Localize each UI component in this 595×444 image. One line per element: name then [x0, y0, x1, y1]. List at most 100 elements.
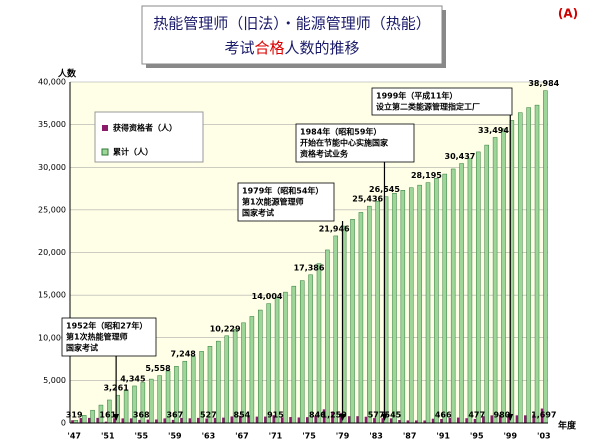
y-tick-label: 20,000 — [38, 248, 66, 257]
annotation-box — [237, 182, 335, 222]
bar — [350, 219, 355, 424]
bar — [297, 417, 301, 423]
bar — [498, 414, 502, 423]
legend-swatch — [102, 125, 108, 131]
bar — [375, 201, 380, 424]
title-part: 合格 — [254, 39, 284, 57]
bar — [146, 419, 150, 423]
bar — [222, 417, 225, 423]
annotation-text: 1952年（昭和27年） — [66, 321, 147, 331]
x-tick-label: '91 — [436, 432, 450, 441]
arrow-head — [507, 414, 514, 421]
bar — [440, 419, 443, 423]
bar — [283, 291, 288, 424]
bar — [450, 168, 456, 424]
value-label: 527 — [200, 411, 217, 420]
title-part: 考试 — [224, 39, 254, 57]
value-label: 28,195 — [411, 171, 442, 180]
bar — [389, 418, 393, 423]
chart-subtitle: 考试合格人数的推移 — [224, 39, 359, 57]
bar — [316, 263, 322, 424]
bar — [532, 414, 536, 423]
bar — [408, 187, 414, 424]
annotation-text: 1979年（昭和54年） — [242, 186, 323, 196]
bar — [255, 416, 259, 423]
annotation-text: 1999年（平成11年） — [376, 91, 457, 101]
bar — [392, 193, 397, 424]
bar — [442, 173, 448, 424]
bar — [356, 416, 359, 423]
bar — [339, 413, 343, 423]
y-tick-label: 25,000 — [38, 205, 66, 214]
bar — [507, 414, 510, 423]
corner-label: (A) — [558, 7, 578, 21]
legend-box — [94, 111, 204, 163]
x-tick-label: '47 — [67, 432, 81, 441]
value-label: 17,386 — [294, 263, 325, 272]
bar — [490, 415, 494, 423]
bar — [274, 297, 280, 424]
bar — [347, 416, 351, 423]
bar — [232, 328, 238, 424]
bar — [71, 420, 74, 423]
value-label: 38,984 — [528, 79, 559, 88]
x-tick-label: '67 — [235, 432, 249, 441]
bar — [196, 417, 200, 423]
bar — [96, 417, 99, 423]
bar — [289, 417, 292, 423]
bar — [331, 412, 334, 423]
bar — [543, 90, 548, 424]
annotation-text: 第1次能源管理师 — [242, 197, 304, 207]
bar — [381, 418, 385, 423]
bar — [291, 285, 297, 424]
bar — [515, 415, 519, 423]
y-tick-label: 30,000 — [38, 163, 66, 172]
title-box — [141, 5, 443, 65]
annotation-text: 国家考试 — [66, 343, 98, 353]
x-axis-label: 年度 — [558, 420, 577, 432]
bar — [431, 418, 435, 423]
bar — [540, 408, 544, 423]
bar — [434, 178, 439, 424]
bar — [400, 190, 406, 424]
title-part: 人数的推移 — [285, 39, 360, 57]
x-tick-label: '71 — [269, 432, 283, 441]
bar — [249, 316, 255, 424]
x-tick-label: '63 — [202, 432, 216, 441]
bar — [467, 158, 473, 424]
value-label: 319 — [66, 411, 83, 420]
bar — [81, 415, 87, 424]
bar — [264, 416, 267, 423]
bar — [258, 309, 263, 424]
legend-swatch — [101, 148, 109, 156]
bar — [163, 418, 167, 423]
value-label: 477 — [468, 411, 485, 420]
bar — [238, 415, 242, 423]
bar — [157, 375, 162, 424]
bar — [322, 409, 326, 423]
annotation-text: 资格考试业务 — [300, 149, 349, 159]
annotation-text: 开始在节能中心实施国家 — [300, 138, 389, 148]
bar — [406, 420, 410, 423]
value-label: 545 — [385, 411, 402, 420]
value-label: 466 — [435, 411, 452, 420]
bar — [358, 212, 364, 424]
bar — [230, 416, 234, 423]
bar — [526, 107, 531, 424]
x-tick-label: '03 — [537, 432, 551, 441]
bar — [241, 322, 246, 424]
bar — [216, 340, 221, 424]
x-tick-label: '51 — [101, 432, 115, 441]
bar — [188, 418, 192, 423]
value-label: 4,345 — [120, 374, 146, 383]
bar — [79, 418, 83, 423]
annotation-box — [371, 87, 513, 116]
value-label: 368 — [133, 411, 150, 420]
bar — [213, 417, 217, 423]
bar — [104, 421, 108, 423]
bar — [314, 415, 317, 423]
value-label: 1,697 — [531, 411, 556, 420]
x-tick-label: '79 — [336, 432, 350, 441]
value-label: 915 — [267, 411, 284, 420]
